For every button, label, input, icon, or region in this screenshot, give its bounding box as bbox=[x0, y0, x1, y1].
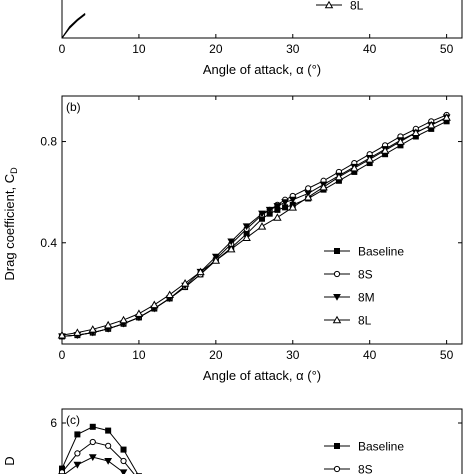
series-line-8m bbox=[61, 117, 447, 337]
legend-label-8m: 8M bbox=[358, 291, 375, 305]
8l-marker bbox=[73, 328, 82, 336]
x-tick-label: 50 bbox=[440, 348, 454, 362]
8m-marker bbox=[258, 210, 266, 218]
8l-marker bbox=[119, 315, 128, 324]
8l-marker bbox=[165, 290, 174, 298]
y-axis-label: D bbox=[2, 456, 17, 465]
8l-marker bbox=[411, 128, 421, 136]
x-axis-label: Angle of attack, α (°) bbox=[203, 368, 321, 383]
8l-marker bbox=[273, 213, 282, 221]
x-tick-label: 40 bbox=[363, 42, 377, 56]
8l-marker bbox=[442, 113, 451, 121]
8m-marker bbox=[119, 469, 128, 474]
8l-marker bbox=[134, 309, 144, 317]
panel-a-axes-frame bbox=[61, 0, 463, 39]
8s-marker bbox=[305, 185, 312, 192]
8l-marker bbox=[334, 172, 344, 181]
y-tick-label: 6 bbox=[50, 416, 57, 430]
y-tick-label: 0.8 bbox=[40, 135, 57, 149]
8m-marker bbox=[273, 203, 282, 210]
8m-marker bbox=[288, 196, 297, 204]
8l-marker bbox=[332, 315, 342, 324]
y-tick-label: 0.4 bbox=[40, 236, 57, 250]
baseline-marker bbox=[105, 427, 112, 434]
8l-marker bbox=[150, 300, 159, 309]
x-tick-label: 10 bbox=[132, 42, 146, 56]
8m-marker bbox=[88, 454, 97, 462]
8m-marker bbox=[227, 238, 236, 246]
baseline-marker bbox=[89, 423, 96, 430]
series-line-baseline bbox=[61, 426, 139, 474]
series-line-8l bbox=[61, 14, 86, 39]
panel-c-axes-frame bbox=[61, 408, 463, 474]
8s-marker bbox=[120, 457, 127, 465]
baseline-marker bbox=[333, 247, 340, 254]
8l-marker bbox=[88, 325, 98, 333]
legend-label-8l: 8L bbox=[358, 314, 372, 328]
baseline-marker bbox=[120, 446, 127, 453]
x-axis-label: Angle of attack, α (°) bbox=[203, 62, 321, 77]
8l-marker bbox=[324, 0, 334, 9]
8l-marker bbox=[396, 137, 405, 145]
8l-marker bbox=[288, 203, 298, 211]
8s-marker bbox=[333, 270, 341, 278]
panel-c: 6 (c) D Baseline 8S bbox=[2, 408, 463, 474]
y-axis-label: Drag coefficient, CD bbox=[2, 167, 19, 281]
8m-marker bbox=[73, 461, 82, 469]
baseline-marker bbox=[333, 442, 340, 449]
legend-label-baseline: Baseline bbox=[358, 440, 404, 454]
8m-marker bbox=[281, 199, 289, 207]
8l-marker bbox=[180, 279, 190, 287]
panel-b-axes-frame bbox=[61, 95, 463, 345]
8l-marker bbox=[365, 155, 374, 163]
legend-label-8l: 8L bbox=[350, 0, 364, 13]
x-tick-label: 50 bbox=[440, 42, 454, 56]
x-tick-label: 10 bbox=[132, 348, 146, 362]
x-tick-label: 20 bbox=[209, 42, 223, 56]
8l-marker bbox=[226, 244, 236, 253]
8l-marker bbox=[380, 146, 390, 154]
8l-marker bbox=[426, 120, 436, 129]
8l-marker bbox=[103, 320, 113, 329]
x-tick-label: 20 bbox=[209, 348, 223, 362]
8m-marker bbox=[104, 458, 113, 465]
8l-marker bbox=[211, 256, 221, 264]
8s-marker bbox=[74, 450, 81, 457]
8l-marker bbox=[57, 330, 67, 339]
8m-marker bbox=[333, 294, 341, 301]
series-line-8s bbox=[61, 441, 135, 474]
8l-marker bbox=[196, 267, 205, 276]
8m-marker bbox=[265, 206, 274, 214]
panel-a: 0 10 20 30 40 50 Angle of attack, α (°) 8L bbox=[59, 0, 463, 77]
8l-marker bbox=[242, 233, 251, 242]
8l-marker bbox=[350, 163, 359, 172]
baseline-marker bbox=[74, 431, 81, 438]
legend-label-baseline: Baseline bbox=[358, 245, 404, 259]
y-axis-label-subscript: D bbox=[9, 167, 19, 174]
x-tick-label: 40 bbox=[363, 348, 377, 362]
x-tick-label: 30 bbox=[286, 42, 300, 56]
panel-label: (c) bbox=[66, 413, 80, 427]
legend-label-8s: 8S bbox=[358, 463, 373, 474]
8s-marker bbox=[105, 442, 112, 449]
panel-b: 0 10 20 30 40 50 0.4 0.8 (b) Angle of attack, α (… bbox=[2, 95, 463, 383]
8l-marker bbox=[257, 222, 267, 230]
8s-marker bbox=[58, 469, 66, 474]
legend-label-8s: 8S bbox=[358, 268, 373, 282]
x-tick-label: 0 bbox=[59, 42, 66, 56]
8l-marker bbox=[303, 193, 313, 201]
x-tick-label: 30 bbox=[286, 348, 300, 362]
8l-marker bbox=[319, 182, 328, 191]
8s-marker bbox=[333, 465, 341, 473]
x-tick-label: 0 bbox=[59, 348, 66, 362]
8s-marker bbox=[89, 438, 96, 446]
panel-label: (b) bbox=[66, 100, 81, 114]
8m-marker bbox=[242, 223, 251, 231]
